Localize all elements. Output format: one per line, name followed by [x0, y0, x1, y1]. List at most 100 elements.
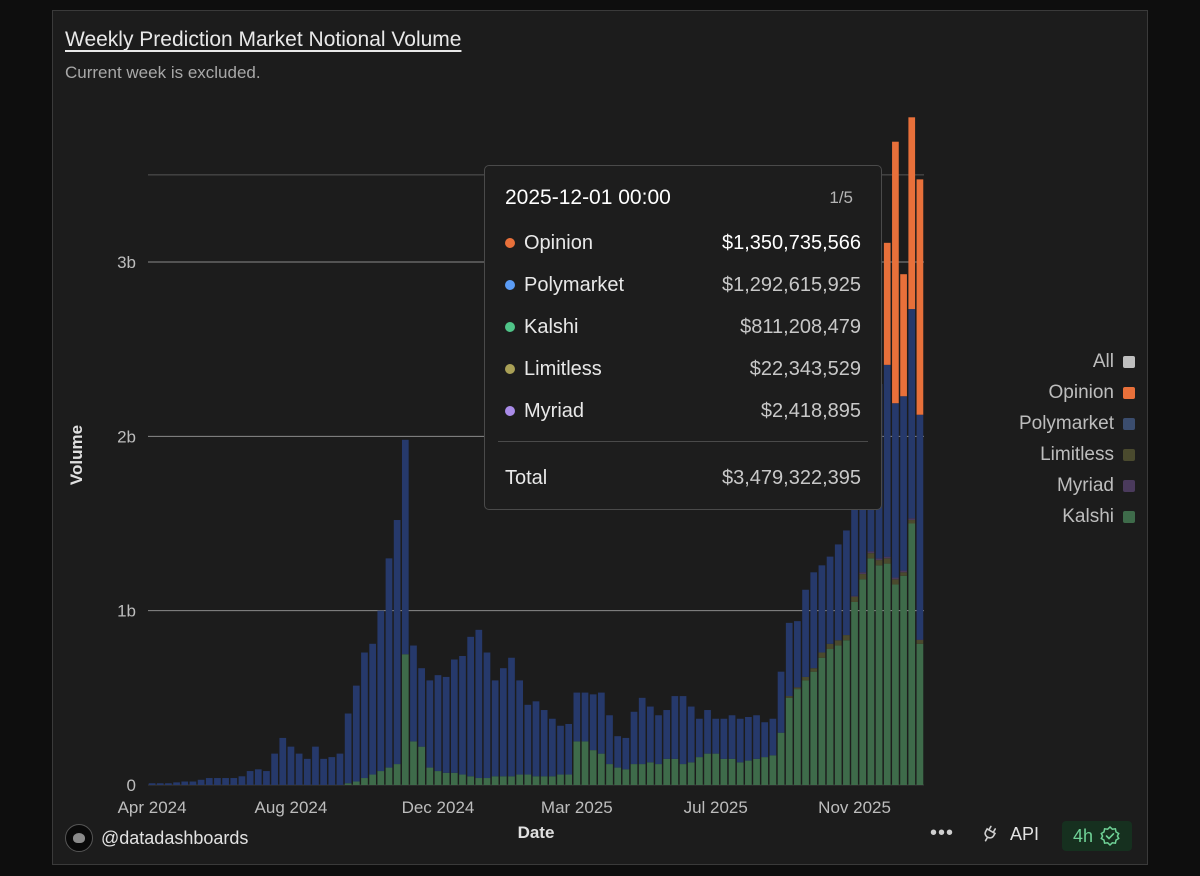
bar-kalshi[interactable] — [606, 764, 613, 785]
bar-polymarket[interactable] — [916, 414, 924, 640]
bar-polymarket[interactable] — [720, 718, 728, 759]
legend-item-all[interactable]: All — [1019, 346, 1135, 377]
bar-polymarket[interactable] — [655, 715, 662, 765]
bar-polymarket[interactable] — [279, 737, 287, 785]
bar-opinion[interactable] — [908, 117, 916, 310]
bar-kalshi[interactable] — [875, 565, 883, 785]
bar-polymarket[interactable] — [475, 629, 483, 779]
bar-kalshi[interactable] — [393, 764, 401, 785]
bar-polymarket[interactable] — [794, 621, 801, 688]
bar-polymarket[interactable] — [467, 636, 474, 777]
bar-limitless[interactable] — [900, 572, 907, 576]
bar-limitless[interactable] — [908, 520, 916, 524]
bar-polymarket[interactable] — [557, 725, 564, 775]
bar-polymarket[interactable] — [393, 520, 401, 765]
bar-polymarket[interactable] — [328, 757, 336, 785]
bar-polymarket[interactable] — [263, 771, 270, 785]
bar-polymarket[interactable] — [434, 675, 442, 772]
bar-kalshi[interactable] — [638, 764, 646, 785]
bar-polymarket[interactable] — [769, 718, 777, 756]
bar-polymarket[interactable] — [197, 779, 205, 785]
bar-polymarket[interactable] — [892, 403, 899, 578]
bar-polymarket[interactable] — [573, 692, 581, 742]
bar-kalshi[interactable] — [598, 753, 605, 785]
bar-polymarket[interactable] — [548, 718, 556, 777]
bar-myriad[interactable] — [851, 595, 858, 597]
bar-kalshi[interactable] — [581, 741, 589, 785]
legend-item-opinion[interactable]: Opinion — [1019, 377, 1135, 408]
bar-polymarket[interactable] — [826, 556, 834, 644]
bar-polymarket[interactable] — [377, 610, 385, 772]
bar-polymarket[interactable] — [883, 364, 891, 557]
bar-polymarket[interactable] — [532, 701, 540, 777]
bar-polymarket[interactable] — [614, 736, 622, 768]
bar-polymarket[interactable] — [320, 758, 327, 785]
bar-polymarket[interactable] — [785, 622, 793, 697]
bar-kalshi[interactable] — [859, 579, 867, 785]
bar-polymarket[interactable] — [401, 439, 409, 655]
bar-kalshi[interactable] — [410, 741, 417, 785]
bar-myriad[interactable] — [883, 556, 891, 559]
bar-kalshi[interactable] — [712, 753, 720, 785]
bar-kalshi[interactable] — [785, 697, 793, 785]
bar-polymarket[interactable] — [238, 776, 246, 785]
bar-kalshi[interactable] — [843, 640, 850, 785]
bar-polymarket[interactable] — [418, 668, 425, 747]
bar-limitless[interactable] — [810, 668, 818, 672]
bar-polymarket[interactable] — [728, 715, 736, 759]
bar-polymarket[interactable] — [540, 710, 548, 777]
bar-polymarket[interactable] — [491, 680, 499, 777]
bar-limitless[interactable] — [916, 639, 924, 644]
bar-kalshi[interactable] — [663, 758, 671, 785]
bar-kalshi[interactable] — [720, 758, 728, 785]
bar-kalshi[interactable] — [851, 601, 858, 785]
bar-polymarket[interactable] — [254, 769, 262, 785]
legend-item-polymarket[interactable]: Polymarket — [1019, 408, 1135, 439]
bar-polymarket[interactable] — [606, 715, 613, 765]
bar-kalshi[interactable] — [810, 671, 818, 785]
bar-myriad[interactable] — [859, 572, 867, 575]
chart-title[interactable]: Weekly Prediction Market Notional Volume — [65, 28, 462, 51]
bar-polymarket[interactable] — [361, 652, 368, 779]
bar-kalshi[interactable] — [442, 772, 450, 785]
bar-polymarket[interactable] — [156, 783, 164, 785]
bar-polymarket[interactable] — [851, 482, 858, 596]
bar-polymarket[interactable] — [834, 544, 842, 641]
bar-polymarket[interactable] — [426, 680, 434, 768]
bar-polymarket[interactable] — [442, 676, 450, 773]
bar-kalshi[interactable] — [499, 776, 507, 785]
bar-kalshi[interactable] — [385, 767, 393, 785]
bar-polymarket[interactable] — [777, 671, 785, 733]
bar-kalshi[interactable] — [434, 771, 442, 785]
bar-kalshi[interactable] — [491, 776, 499, 785]
bar-kalshi[interactable] — [426, 767, 434, 785]
bar-polymarket[interactable] — [508, 657, 515, 777]
legend-item-myriad[interactable]: Myriad — [1019, 470, 1135, 501]
bar-polymarket[interactable] — [181, 781, 189, 785]
bar-polymarket[interactable] — [222, 778, 229, 785]
bar-polymarket[interactable] — [753, 715, 760, 759]
bar-limitless[interactable] — [818, 652, 826, 658]
bar-opinion[interactable] — [916, 179, 924, 415]
bar-polymarket[interactable] — [696, 718, 703, 758]
bar-polymarket[interactable] — [802, 589, 809, 677]
bar-polymarket[interactable] — [900, 396, 907, 571]
bar-kalshi[interactable] — [459, 774, 466, 785]
bar-polymarket[interactable] — [687, 706, 695, 763]
bar-polymarket[interactable] — [581, 692, 589, 742]
bar-myriad[interactable] — [875, 558, 883, 561]
bar-polymarket[interactable] — [189, 781, 197, 785]
bar-myriad[interactable] — [908, 518, 916, 521]
bar-polymarket[interactable] — [622, 737, 630, 770]
bar-kalshi[interactable] — [826, 649, 834, 785]
bar-polymarket[interactable] — [271, 753, 278, 785]
bar-kalshi[interactable] — [450, 772, 458, 785]
bar-polymarket[interactable] — [663, 710, 671, 759]
bar-kalshi[interactable] — [524, 774, 532, 785]
bar-limitless[interactable] — [859, 574, 867, 580]
bar-kalshi[interactable] — [753, 758, 760, 785]
bar-kalshi[interactable] — [369, 774, 376, 785]
tooltip-page-indicator[interactable]: 1/5 — [829, 188, 853, 207]
bar-polymarket[interactable] — [410, 645, 417, 742]
bar-kalshi[interactable] — [516, 774, 524, 785]
